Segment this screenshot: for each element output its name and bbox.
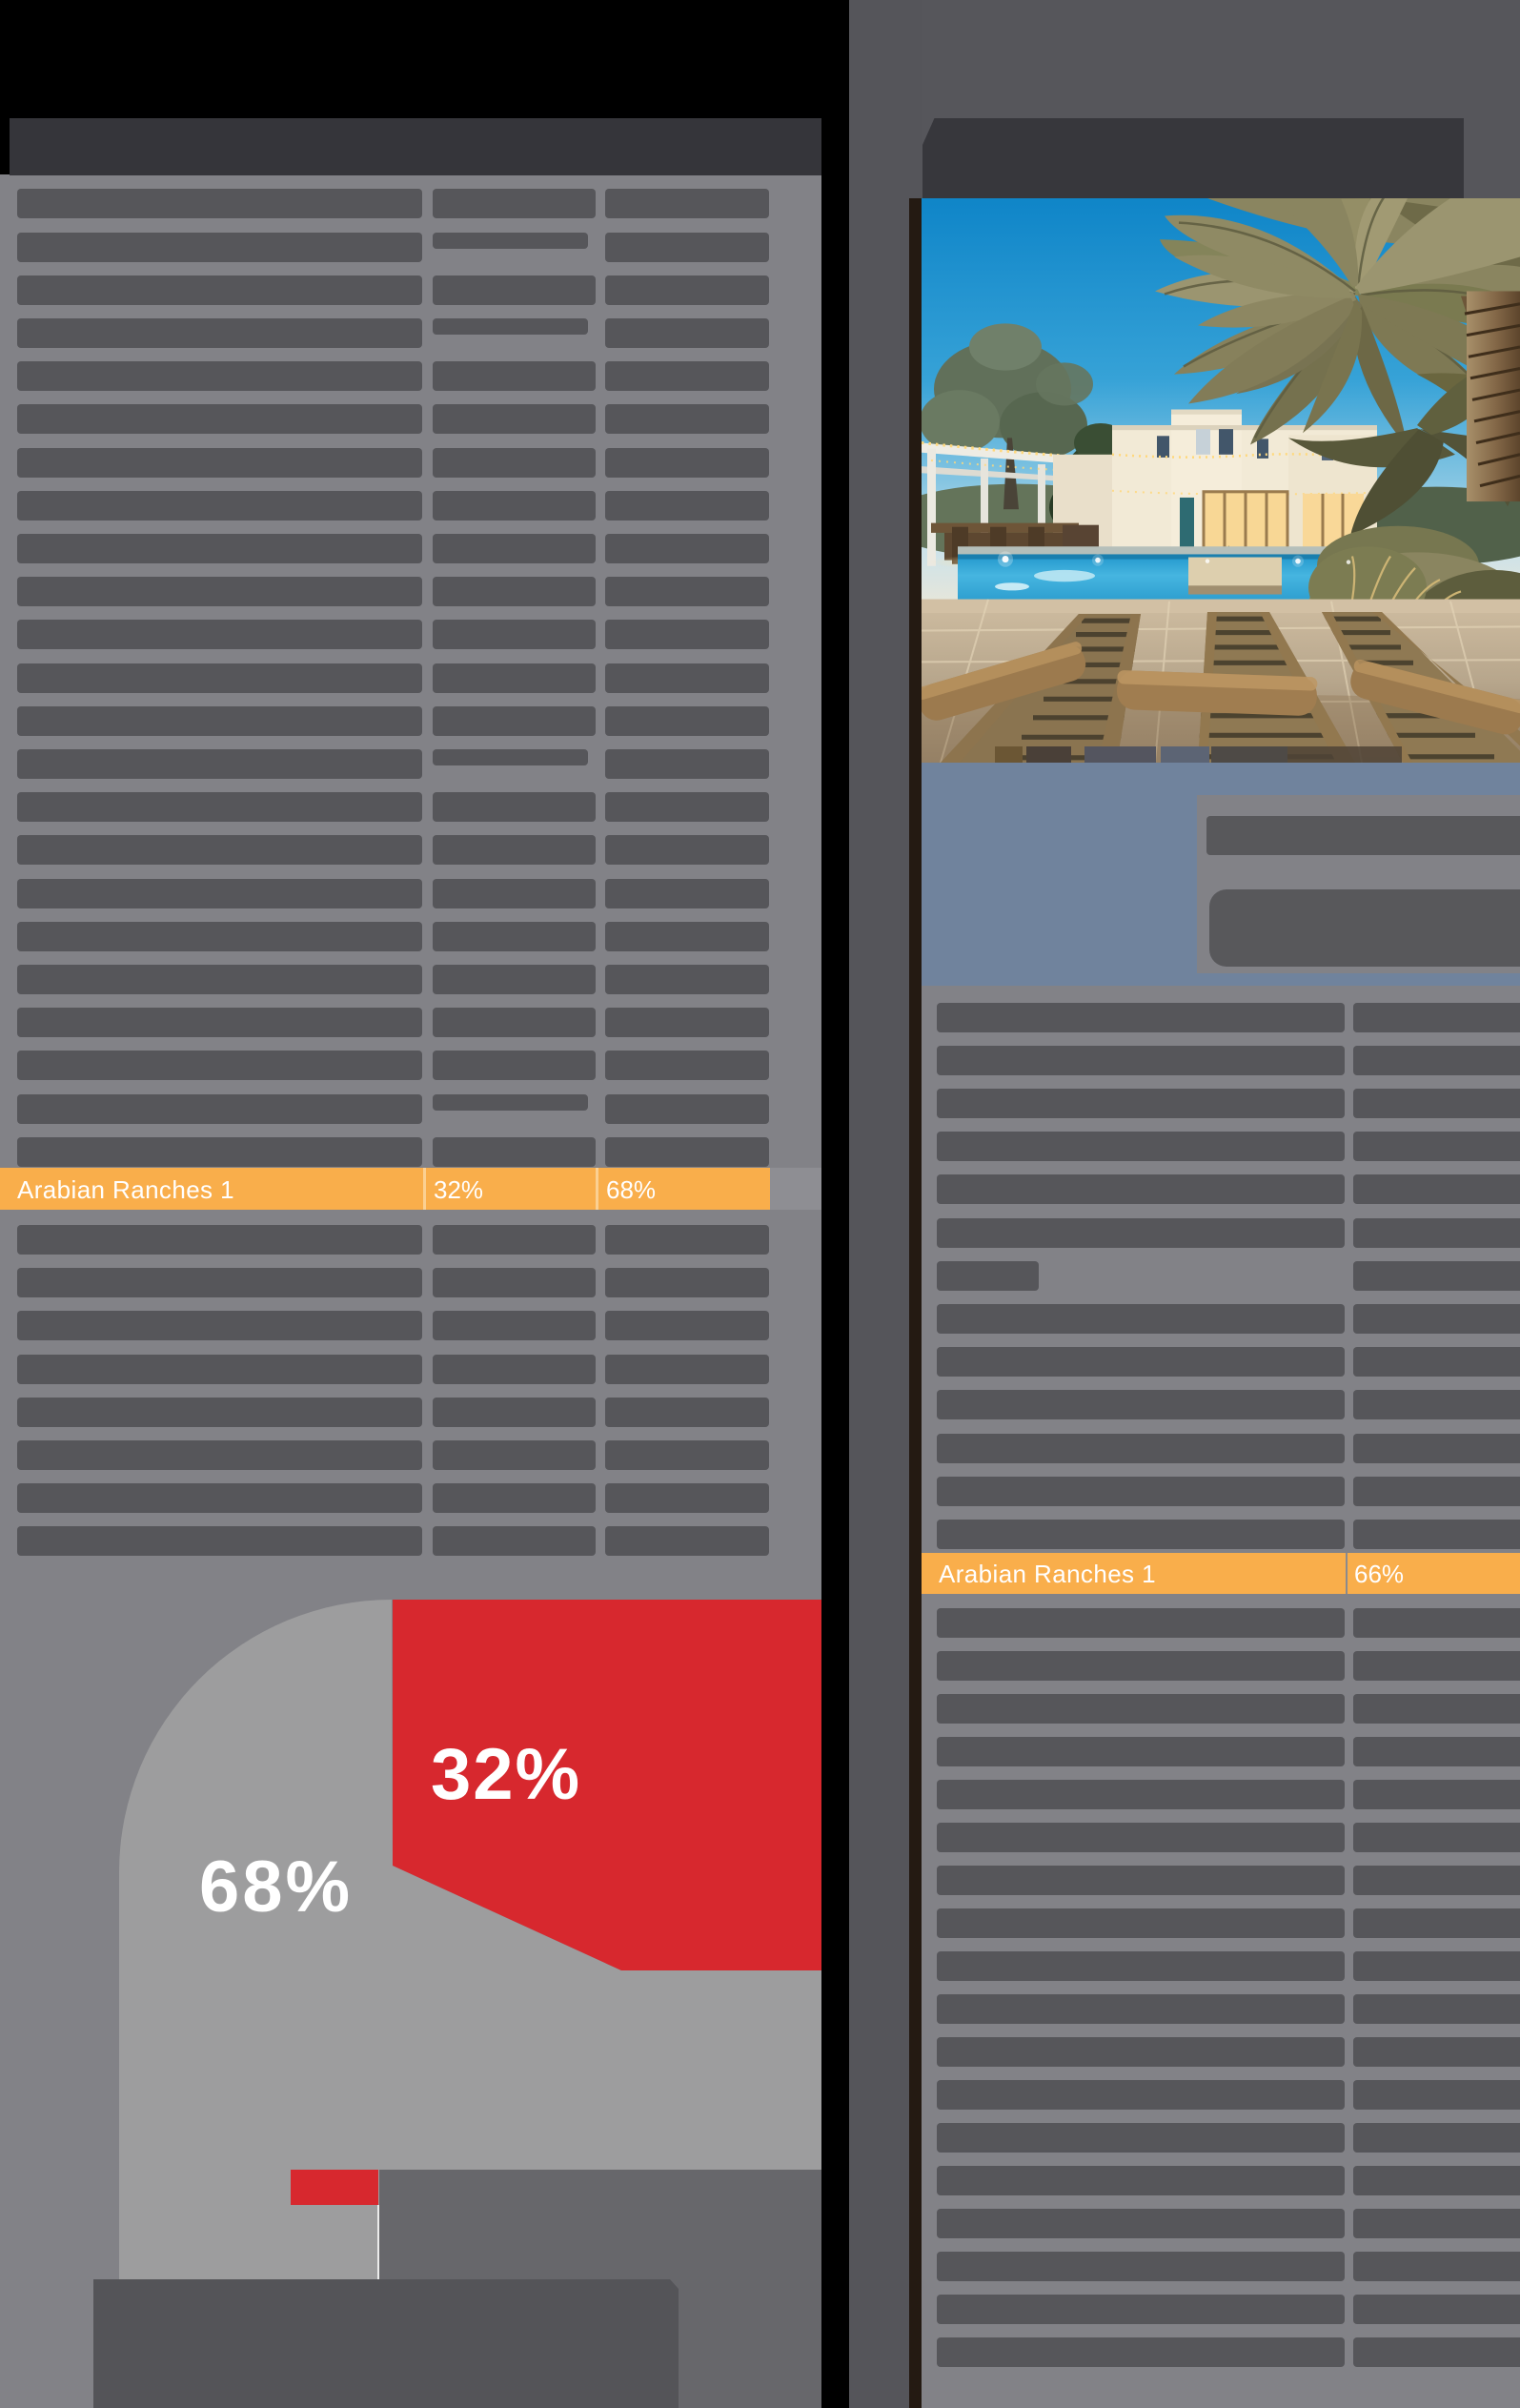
svg-text:68%: 68% [199,1847,353,1928]
svg-text:32%: 32% [431,1734,581,1815]
